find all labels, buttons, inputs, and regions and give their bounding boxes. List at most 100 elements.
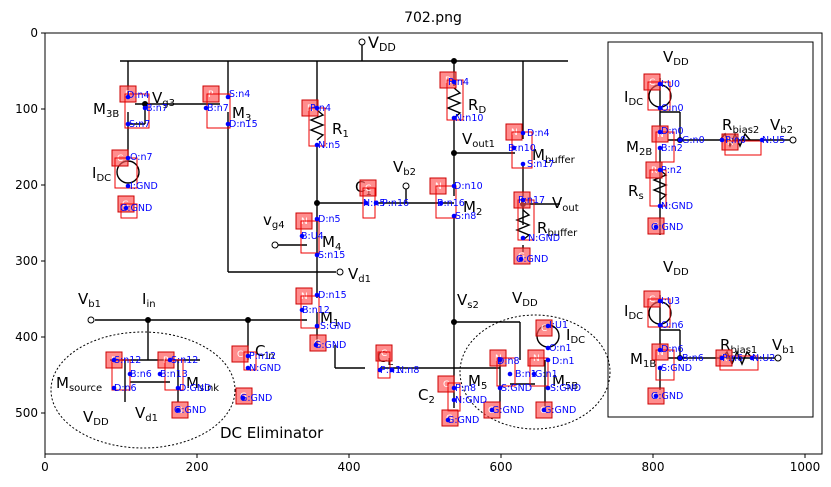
x-tick-label: 1000 <box>790 460 821 474</box>
svg-text:N:n10: N:n10 <box>455 113 483 124</box>
svg-text:D:n6: D:n6 <box>114 383 137 394</box>
circuit-symbol-labels: VDD Vg3 M3B M3 R1 RD Vout1 Mbuffer IDC V… <box>56 33 795 442</box>
svg-text:B:n2: B:n2 <box>661 143 683 154</box>
svg-text:D:n15: D:n15 <box>229 119 258 130</box>
svg-text:R: R <box>651 166 657 176</box>
x-tick-label: 800 <box>642 460 665 474</box>
label-vd1-bottom: Vd1 <box>135 404 158 424</box>
svg-text:S:GND: S:GND <box>501 383 532 394</box>
label-msink: Msink <box>186 374 219 394</box>
svg-text:O:n6: O:n6 <box>661 320 684 331</box>
svg-text:D:n0: D:n0 <box>661 126 684 137</box>
svg-text:D:GND: D:GND <box>179 383 211 394</box>
label-vb1: Vb1 <box>78 290 101 310</box>
svg-text:P:n4: P:n4 <box>310 103 331 114</box>
svg-text:B:n13: B:n13 <box>160 369 188 380</box>
svg-text:G:GND: G:GND <box>447 415 479 426</box>
label-rbuffer: Rbuffer <box>537 219 578 239</box>
svg-text:R: R <box>727 138 733 148</box>
label-m4: M4 <box>322 233 341 253</box>
svg-text:P:n0: P:n0 <box>725 135 746 146</box>
svg-text:N: N <box>533 354 540 364</box>
y-axis: 0 100 200 300 400 500 <box>15 26 45 420</box>
svg-text:P:n8: P:n8 <box>455 383 476 394</box>
svg-text:P: P <box>163 356 169 366</box>
svg-text:S:n12: S:n12 <box>171 355 198 366</box>
label-idc-panel-top: IDC <box>624 88 643 108</box>
label-msource: Msource <box>56 374 102 394</box>
plot-frame <box>44 32 823 455</box>
label-vout: Vout <box>552 194 579 214</box>
svg-text:D:n5: D:n5 <box>318 214 341 225</box>
svg-text:D:n4: D:n4 <box>527 128 550 139</box>
label-c2: C2 <box>418 386 435 406</box>
node-labels: D:n4 B:n7 S:n7 S:n4 B:n7 D:n15 O:n7 I:GN… <box>111 77 785 426</box>
y-tick-label: 100 <box>15 102 38 116</box>
svg-text:P:n4: P:n4 <box>448 77 469 88</box>
svg-text:C: C <box>117 154 123 164</box>
svg-text:S:n7: S:n7 <box>129 119 150 130</box>
label-vb2: Vb2 <box>393 158 416 178</box>
label-m1: M1 <box>320 309 339 329</box>
svg-text:N: N <box>511 128 518 138</box>
label-vb2-panel: Vb2 <box>770 116 793 136</box>
svg-text:C: C <box>649 78 655 88</box>
svg-text:D:n6: D:n6 <box>661 344 684 355</box>
label-rbias2: Rbias2 <box>722 116 759 136</box>
svg-text:O:n1: O:n1 <box>549 343 572 354</box>
svg-text:S:n12: S:n12 <box>114 355 141 366</box>
label-r1: R1 <box>332 120 349 140</box>
svg-text:C: C <box>381 349 387 359</box>
svg-text:B:n6: B:n6 <box>682 353 704 364</box>
label-m2: M2 <box>463 198 482 218</box>
x-tick-label: 200 <box>186 460 209 474</box>
svg-text:P:n12: P:n12 <box>249 351 276 362</box>
svg-text:N: N <box>657 130 664 140</box>
svg-text:P:n17: P:n17 <box>518 195 545 206</box>
svg-text:N:U5: N:U5 <box>762 135 785 146</box>
svg-text:B:U4: B:U4 <box>301 231 324 242</box>
svg-text:C: C <box>649 295 655 305</box>
svg-text:B:n12: B:n12 <box>302 305 330 316</box>
svg-text:C: C <box>365 184 371 194</box>
svg-text:N:GND: N:GND <box>249 363 281 374</box>
svg-text:G:GND: G:GND <box>544 405 576 416</box>
label-idc-panel-mid: IDC <box>624 302 643 322</box>
label-vs2: Vs2 <box>457 291 479 311</box>
label-vdd-top: VDD <box>368 33 396 54</box>
svg-text:O:n0: O:n0 <box>661 103 684 114</box>
label-vout1: Vout1 <box>462 130 495 150</box>
svg-text:N: N <box>301 217 308 227</box>
svg-text:D:n1: D:n1 <box>552 356 575 367</box>
svg-text:D:n8: D:n8 <box>497 356 520 367</box>
label-rbias1: Rbias1 <box>720 336 757 356</box>
svg-text:S:n17: S:n17 <box>527 159 554 170</box>
svg-text:C: C <box>237 350 243 360</box>
svg-text:G:GND: G:GND <box>120 203 152 214</box>
svg-text:B:n10: B:n10 <box>508 143 536 154</box>
dc-eliminator-region <box>50 331 236 449</box>
label-rd: RD <box>468 96 486 116</box>
svg-text:D:n15: D:n15 <box>318 290 347 301</box>
label-m1b: M1B <box>630 350 656 370</box>
svg-text:S:GND: S:GND <box>661 363 692 374</box>
svg-text:N:n5: N:n5 <box>318 140 340 151</box>
figure-title: 702.png <box>404 10 462 26</box>
svg-text:D:n4: D:n4 <box>127 90 150 101</box>
y-tick-label: 0 <box>30 26 38 40</box>
svg-text:O:n7: O:n7 <box>130 152 153 163</box>
label-vdd-panel-mid: VDD <box>663 258 689 278</box>
output-stage-region <box>459 314 611 430</box>
label-mbuffer: Mbuffer <box>532 146 576 166</box>
x-tick-label: 0 <box>41 460 49 474</box>
svg-text:G:n0: G:n0 <box>682 135 705 146</box>
svg-text:N:GND: N:GND <box>661 201 693 212</box>
bias-panel <box>607 41 814 418</box>
label-vd1: Vd1 <box>348 265 371 285</box>
svg-text:P:n16: P:n16 <box>382 198 409 209</box>
label-vdd-right: VDD <box>512 289 538 309</box>
label-vg3: Vg3 <box>152 89 175 109</box>
y-tick-label: 300 <box>15 254 38 268</box>
svg-text:R: R <box>721 354 727 364</box>
